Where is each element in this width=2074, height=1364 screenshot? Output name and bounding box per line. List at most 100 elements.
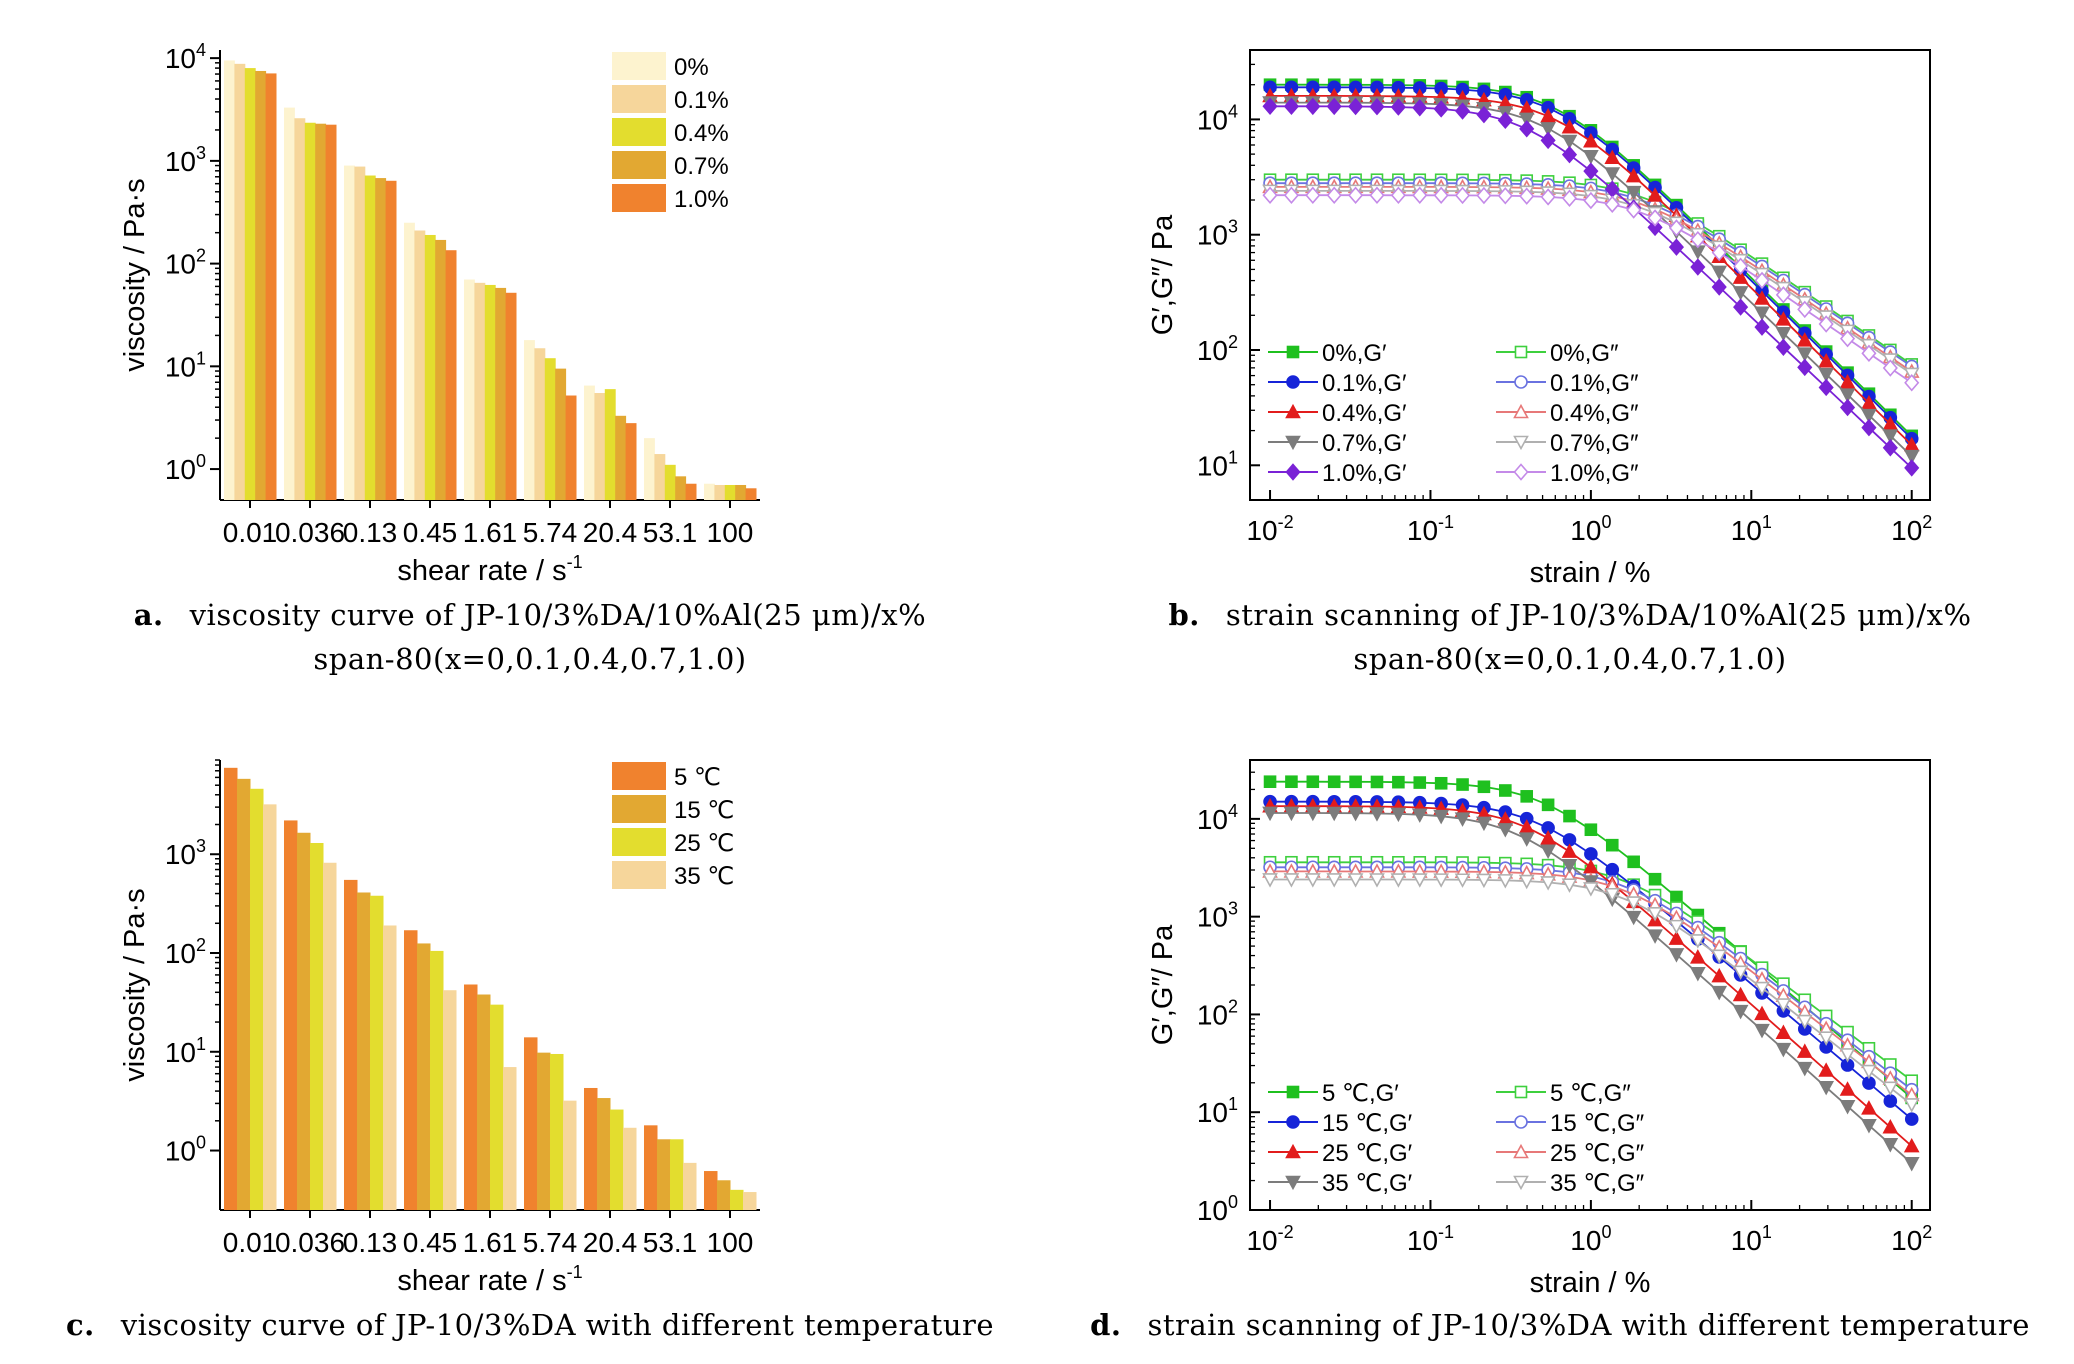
chart-d-point <box>1627 855 1640 869</box>
chart-a-legend-label: 1.0% <box>674 186 729 213</box>
chart-d-legend-label: 15 ℃,G″ <box>1550 1110 1645 1137</box>
chart-b-point <box>1583 149 1599 165</box>
chart-a-bar <box>304 122 316 500</box>
chart-b-point <box>1390 186 1406 204</box>
chart-d-point <box>1775 998 1792 1013</box>
chart-d-point <box>1433 809 1450 825</box>
chart-a-bar <box>464 279 475 500</box>
chart-d-point <box>1263 775 1277 789</box>
chart-d-point <box>1861 1118 1877 1134</box>
chart-b-point <box>1625 167 1642 183</box>
caption-d-label: d. <box>1090 1308 1122 1342</box>
chart-d-point <box>1903 1157 1920 1172</box>
chart-d-legend-point <box>1285 1175 1301 1191</box>
caption-a: a. viscosity curve of JP-10/3%DA/10%Al(25… <box>60 598 1000 676</box>
chart-b-point <box>1818 378 1834 397</box>
chart-b-point <box>1882 429 1899 444</box>
chart-a-legend-label: 0.4% <box>674 120 729 147</box>
chart-a-ytick-label: 103 <box>165 143 206 177</box>
chart-b-point <box>1775 311 1792 326</box>
chart-d-point <box>1904 1112 1919 1126</box>
chart-a-bar <box>255 70 267 500</box>
chart-b-point <box>1626 201 1642 219</box>
chart-d-point <box>1476 816 1492 832</box>
chart-b-point <box>1775 286 1791 304</box>
chart-b-legend-point <box>1514 375 1528 389</box>
chart-b-legend-label: 0.7%,G″ <box>1550 430 1639 457</box>
chart-d-point <box>1775 1042 1792 1058</box>
chart-a-bar <box>664 464 676 500</box>
chart-b-point <box>1348 97 1364 116</box>
chart-b-point <box>1412 99 1428 117</box>
chart-c-bar <box>263 804 277 1210</box>
chart-a-bar <box>294 118 306 500</box>
caption-a-line2: span-80(x=0,0.1,0.4,0.7,1.0) <box>313 642 747 676</box>
caption-b-label: b. <box>1168 598 1200 632</box>
chart-a-legend-swatch <box>612 52 666 80</box>
caption-b: b. strain scanning of JP-10/3%DA/10%Al(25… <box>1100 598 2040 676</box>
chart-b-point <box>1796 332 1813 347</box>
chart-b-legend-point <box>1513 403 1529 419</box>
chart-a-bar <box>354 166 366 500</box>
chart-d-point <box>1668 948 1685 963</box>
chart-b-point <box>1668 219 1684 237</box>
chart-c-bar <box>704 1171 718 1210</box>
chart-b-point <box>1668 238 1684 256</box>
chart-c-bar <box>743 1192 757 1210</box>
chart-b-point <box>1754 306 1770 321</box>
chart-d-point <box>1711 949 1728 965</box>
chart-a-bar <box>584 385 595 500</box>
chart-c-bar <box>297 832 311 1210</box>
chart-b-series-line <box>1270 182 1913 368</box>
chart-b-point <box>1733 298 1749 316</box>
chart-d-point <box>1347 806 1364 822</box>
chart-a-bar <box>675 476 687 500</box>
chart-d-point <box>1839 1081 1856 1096</box>
chart-b-point <box>1540 131 1556 150</box>
chart-c-bar <box>464 984 478 1210</box>
chart-d-point <box>1689 966 1706 982</box>
chart-a-legend-label: 0.7% <box>674 153 729 180</box>
chart-b-point <box>1540 122 1556 137</box>
chart-d-point <box>1689 934 1706 949</box>
chart-c-xtick-label: 5.74 <box>523 1227 578 1258</box>
chart-d-point <box>1839 1048 1856 1063</box>
chart-d-point <box>1262 873 1278 888</box>
chart-b-point <box>1690 230 1706 249</box>
chart-b-legend-point <box>1514 345 1528 359</box>
chart-d-point <box>1605 838 1619 852</box>
chart-b-point <box>1647 218 1663 237</box>
chart-c-bar <box>417 943 431 1210</box>
chart-d-legend-point <box>1286 1115 1300 1129</box>
chart-c-bar <box>224 767 238 1210</box>
chart-d-point <box>1604 887 1621 903</box>
caption-a-line1: viscosity curve of JP-10/3%DA/10%Al(25 μ… <box>189 598 927 632</box>
chart-b-legend-point <box>1285 403 1301 419</box>
chart-b-legend-label: 0.7%,G′ <box>1322 430 1407 457</box>
chart-d-point <box>1818 1080 1835 1096</box>
caption-c: c. viscosity curve of JP-10/3%DA with dif… <box>30 1308 1030 1342</box>
chart-b-point <box>1412 186 1428 204</box>
chart-d-point <box>1796 1061 1813 1077</box>
chart-b-xlabel: strain / % <box>1530 557 1651 589</box>
chart-d-legend-label: 5 ℃,G″ <box>1550 1080 1631 1107</box>
chart-b-point <box>1476 186 1492 205</box>
chart-b-point <box>1861 394 1877 410</box>
chart-a-bar <box>644 438 655 500</box>
chart-a-bar <box>315 123 327 501</box>
chart-b-strain-scan: 10-2 10-1 100 101 102 101 102 103 104 strain / % G… <box>1147 49 1932 589</box>
chart-a-bar <box>604 389 616 500</box>
chart-d-point <box>1625 896 1642 911</box>
chart-a-ylabel: viscosity / Pa·s <box>119 178 151 371</box>
chart-a-xtick-label: 0.13 <box>343 517 398 548</box>
chart-a-bar <box>745 488 757 500</box>
chart-d-xtick-label: 101 <box>1731 1222 1772 1256</box>
chart-d-point <box>1413 776 1427 789</box>
chart-a-bar <box>385 180 397 500</box>
chart-a-ytick-label: 101 <box>165 348 206 382</box>
chart-b-point <box>1262 186 1278 204</box>
chart-d-point <box>1561 858 1578 874</box>
chart-d-point <box>1561 878 1578 893</box>
chart-a-bar <box>714 484 726 500</box>
chart-b-point <box>1903 449 1920 465</box>
